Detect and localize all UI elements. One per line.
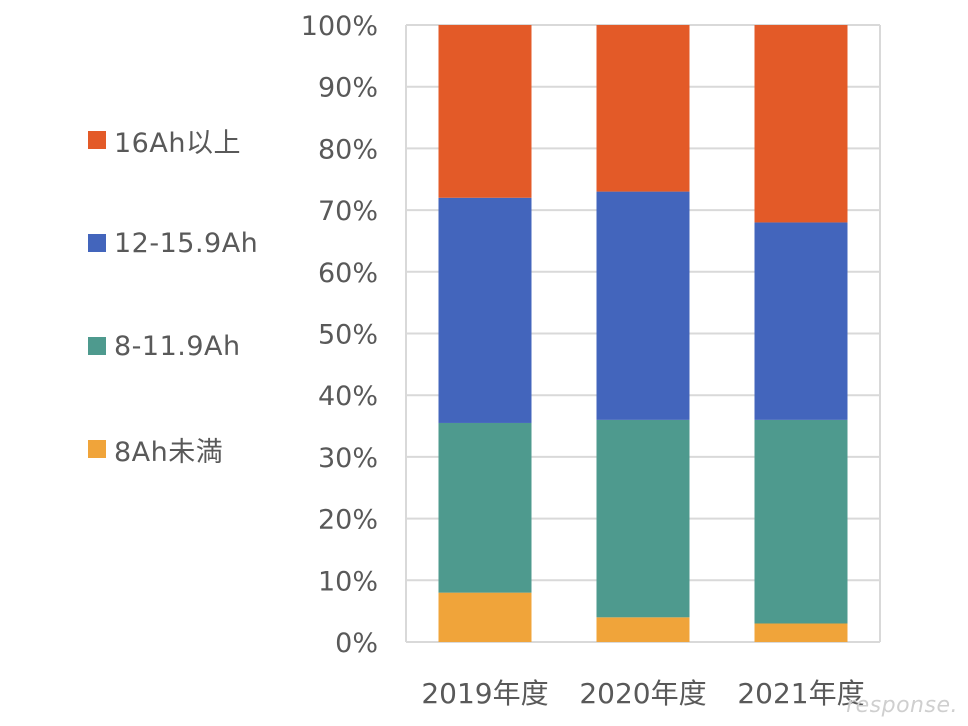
y-tick-label: 100% bbox=[301, 11, 378, 42]
legend-swatch bbox=[88, 234, 106, 252]
legend-item-16ah-plus: 16Ah以上 bbox=[88, 120, 241, 160]
watermark-text: response. bbox=[846, 693, 958, 718]
bar-segment bbox=[438, 592, 532, 642]
legend-swatch bbox=[88, 440, 106, 458]
bar-segment bbox=[596, 617, 690, 642]
bar-segment bbox=[438, 422, 532, 593]
bar-segment bbox=[596, 419, 690, 618]
y-tick-label: 40% bbox=[318, 381, 378, 412]
bar-segment bbox=[596, 25, 690, 192]
y-tick-label: 30% bbox=[318, 443, 378, 474]
bar-segment bbox=[754, 222, 848, 420]
legend-swatch bbox=[88, 337, 106, 355]
x-axis-categories: 2019年度 2020年度 2021年度 bbox=[421, 677, 864, 710]
y-tick-label: 50% bbox=[318, 320, 378, 351]
bar-segment bbox=[754, 419, 848, 624]
legend-label: 12-15.9Ah bbox=[114, 227, 259, 259]
bars bbox=[438, 25, 848, 642]
bar-segment bbox=[438, 25, 532, 198]
y-tick-label: 90% bbox=[318, 73, 378, 104]
bar-segment bbox=[438, 197, 532, 423]
legend-item-under-8ah: 8Ah未満 bbox=[88, 429, 223, 469]
bar-segment bbox=[596, 191, 690, 420]
x-category-label: 2021年度 bbox=[737, 677, 864, 710]
bar-segment bbox=[754, 623, 848, 642]
y-tick-label: 10% bbox=[318, 566, 378, 597]
bar-segment bbox=[754, 25, 848, 223]
y-axis-ticks: 0% 10% 20% 30% 40% 50% 60% 70% 80% 90% 100% bbox=[301, 11, 378, 659]
legend-swatch bbox=[88, 131, 106, 149]
x-category-label: 2020年度 bbox=[579, 677, 706, 710]
legend-label: 8Ah未満 bbox=[114, 436, 224, 468]
y-tick-label: 60% bbox=[318, 258, 378, 289]
y-tick-label: 80% bbox=[318, 134, 378, 165]
y-tick-label: 0% bbox=[335, 628, 378, 659]
legend-item-12-15-9ah: 12-15.9Ah bbox=[88, 223, 258, 263]
legend-item-8-11-9ah: 8-11.9Ah bbox=[88, 326, 241, 366]
y-tick-label: 70% bbox=[318, 196, 378, 227]
legend-label: 8-11.9Ah bbox=[114, 330, 241, 362]
y-tick-label: 20% bbox=[318, 505, 378, 536]
legend-label: 16Ah以上 bbox=[114, 127, 241, 159]
x-category-label: 2019年度 bbox=[421, 677, 548, 710]
